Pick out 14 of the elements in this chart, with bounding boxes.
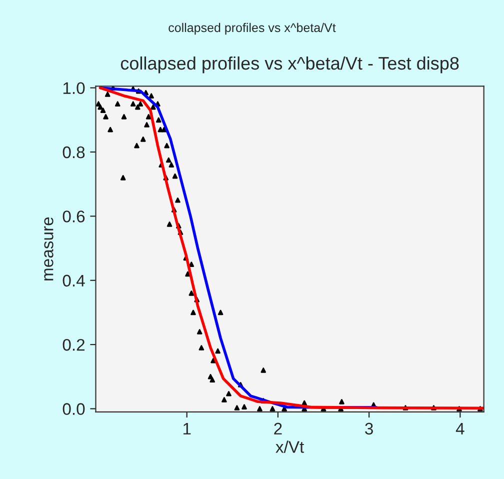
x-tick-label: 1 (183, 422, 191, 434)
x-axis-title: x/Vt (276, 440, 304, 453)
y-tick-label: 0.0 (62, 403, 85, 415)
y-tick-label: 0.2 (62, 338, 85, 351)
x-tick-label: 4 (456, 422, 464, 434)
chart-title: collapsed profiles vs x^beta/Vt - Test disp8 (120, 56, 459, 74)
y-tick-label: 0.4 (62, 274, 85, 287)
text: collapsed profiles vs x^beta/Vt (168, 22, 336, 35)
x-tick-label: 2 (274, 422, 282, 434)
x-tick-label: 3 (365, 422, 373, 435)
y-tick-label: 0.8 (62, 146, 85, 158)
y-tick-label: 1.0 (63, 82, 85, 94)
y-axis-title: measure (44, 217, 54, 280)
y-tick-label: 0.6 (62, 210, 85, 222)
